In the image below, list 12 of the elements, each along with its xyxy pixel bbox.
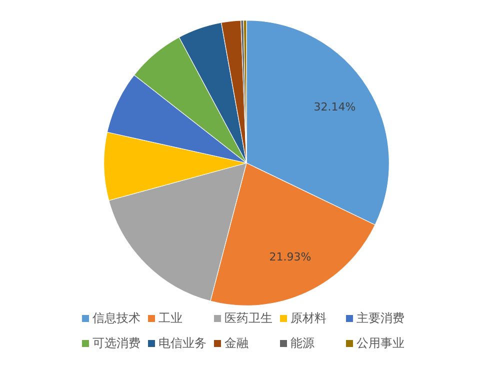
legend-label: 信息技术 bbox=[92, 310, 140, 327]
legend-label: 可选消费 bbox=[92, 335, 140, 352]
data-label: 32.14% bbox=[314, 100, 356, 114]
legend-label: 工业 bbox=[158, 310, 182, 327]
legend-label: 医药卫生 bbox=[224, 310, 272, 327]
legend-label: 电信业务 bbox=[158, 335, 206, 352]
legend-label: 公用事业 bbox=[356, 335, 404, 352]
legend-label: 能源 bbox=[290, 335, 314, 352]
legend-label: 原材料 bbox=[290, 310, 326, 327]
legend-label: 主要消费 bbox=[356, 310, 404, 327]
data-label: 21.93% bbox=[269, 250, 312, 264]
legend-label: 金融 bbox=[224, 335, 248, 352]
